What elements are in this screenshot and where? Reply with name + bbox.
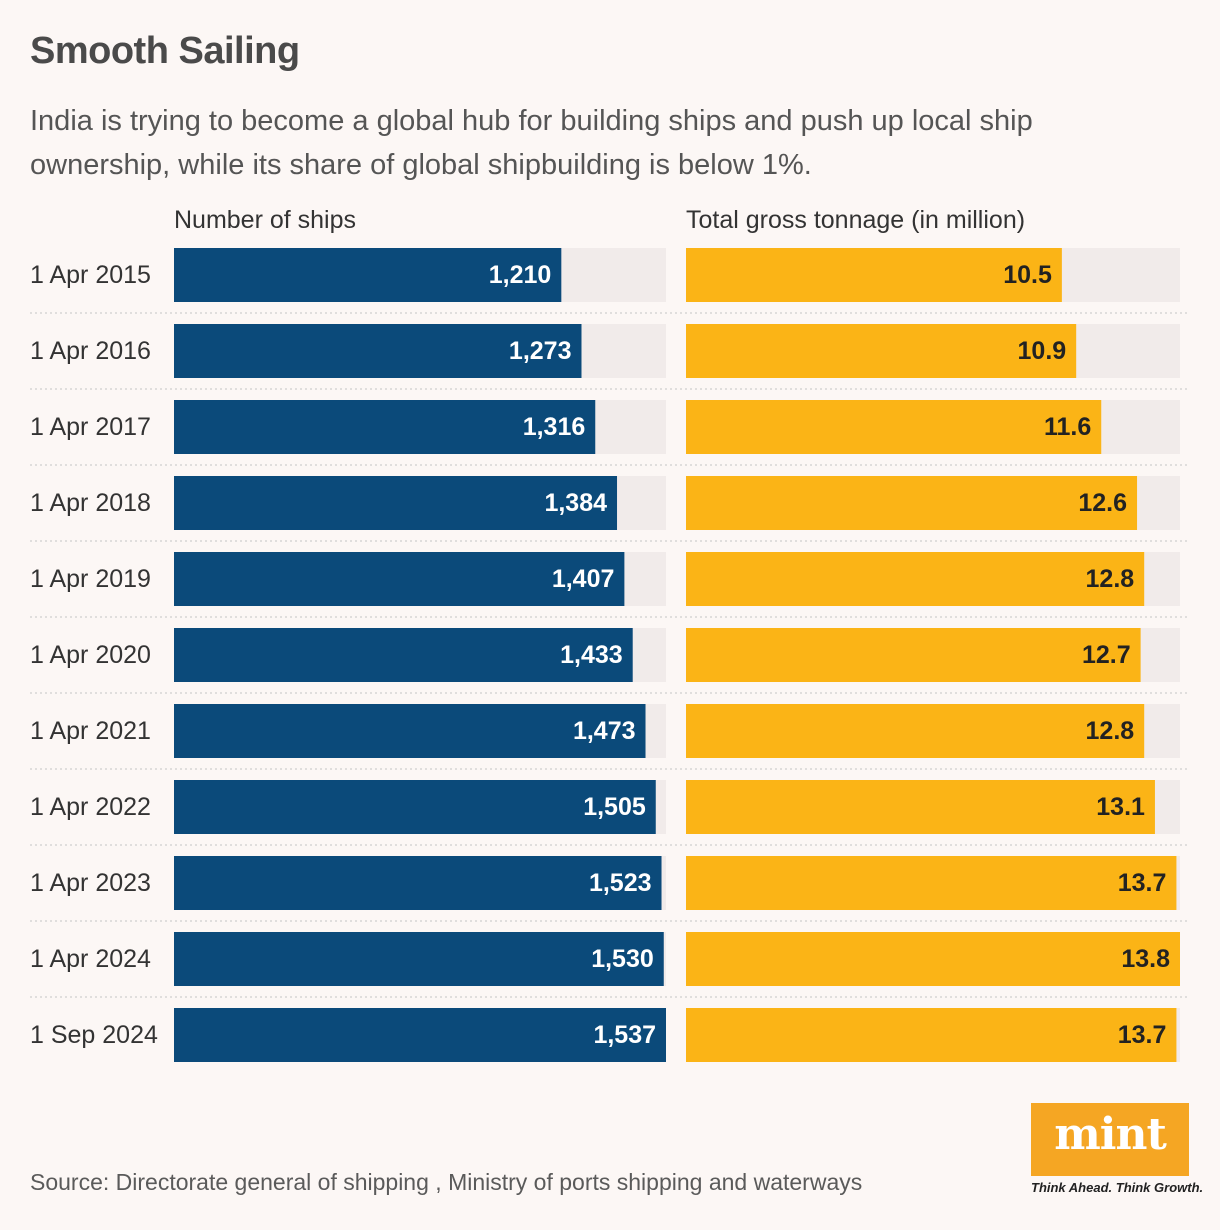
bar-ships [174,476,618,530]
column-header-tonnage: Total gross tonnage (in million) [686,206,1025,234]
bar-tonnage [686,704,1145,758]
bar-tonnage [686,324,1077,378]
bar-ships [174,324,582,378]
value-label-tonnage: 11.6 [1044,413,1091,441]
value-label-ships: 1,433 [560,641,623,669]
value-label-ships: 1,407 [552,565,615,593]
row-label: 1 Sep 2024 [30,1021,158,1049]
value-label-tonnage: 13.1 [1096,793,1145,821]
value-label-ships: 1,537 [593,1021,656,1049]
value-label-ships: 1,530 [591,945,654,973]
value-label-ships: 1,210 [489,261,552,289]
mint-logo: mint [1031,1103,1189,1176]
row-label: 1 Apr 2016 [30,337,151,365]
row-label: 1 Apr 2024 [30,945,151,973]
row-label: 1 Apr 2017 [30,413,151,441]
value-label-tonnage: 13.7 [1118,869,1167,897]
value-label-ships: 1,316 [523,413,586,441]
bar-ships [174,932,664,986]
chart-title: Smooth Sailing [30,30,300,72]
source-note: Source: Directorate general of shipping … [30,1169,863,1195]
chart-area: Number of ships Total gross tonnage (in m… [30,206,1188,1062]
column-header-ships: Number of ships [174,206,356,234]
bar-ships [174,552,625,606]
logo-text: mint [1054,1109,1167,1160]
bar-ships [174,628,633,682]
bar-ships [174,248,562,302]
row-label: 1 Apr 2021 [30,717,151,745]
bar-tonnage [686,628,1141,682]
value-label-tonnage: 13.8 [1121,945,1170,973]
bar-tonnage [686,1008,1177,1062]
bar-tonnage [686,248,1062,302]
bar-tonnage [686,932,1180,986]
value-label-tonnage: 12.7 [1082,641,1131,669]
value-label-tonnage: 10.5 [1003,261,1052,289]
value-label-ships: 1,523 [589,869,652,897]
bar-tonnage [686,476,1138,530]
value-label-ships: 1,384 [544,489,607,517]
row-label: 1 Apr 2022 [30,793,151,821]
row-label: 1 Apr 2020 [30,641,151,669]
bar-ships [174,400,596,454]
bar-tonnage [686,552,1145,606]
value-label-tonnage: 10.9 [1018,337,1067,365]
value-label-ships: 1,473 [573,717,636,745]
chart-subtitle: India is trying to become a global hub f… [30,105,1033,181]
value-label-ships: 1,505 [583,793,646,821]
logo-tagline: Think Ahead. Think Growth. [1031,1180,1204,1195]
row-label: 1 Apr 2018 [30,489,151,517]
row-label: 1 Apr 2023 [30,869,151,897]
bar-ships [174,704,646,758]
row-label: 1 Apr 2015 [30,261,151,289]
row-label: 1 Apr 2019 [30,565,151,593]
bar-ships [174,780,656,834]
value-label-tonnage: 12.8 [1086,565,1135,593]
bar-ships [174,856,662,910]
value-label-tonnage: 12.8 [1086,717,1135,745]
bar-ships [174,1008,666,1062]
value-label-ships: 1,273 [509,337,572,365]
bar-tonnage [686,400,1102,454]
value-label-tonnage: 13.7 [1118,1021,1167,1049]
value-label-tonnage: 12.6 [1078,489,1127,517]
bar-tonnage [686,780,1155,834]
bar-tonnage [686,856,1177,910]
